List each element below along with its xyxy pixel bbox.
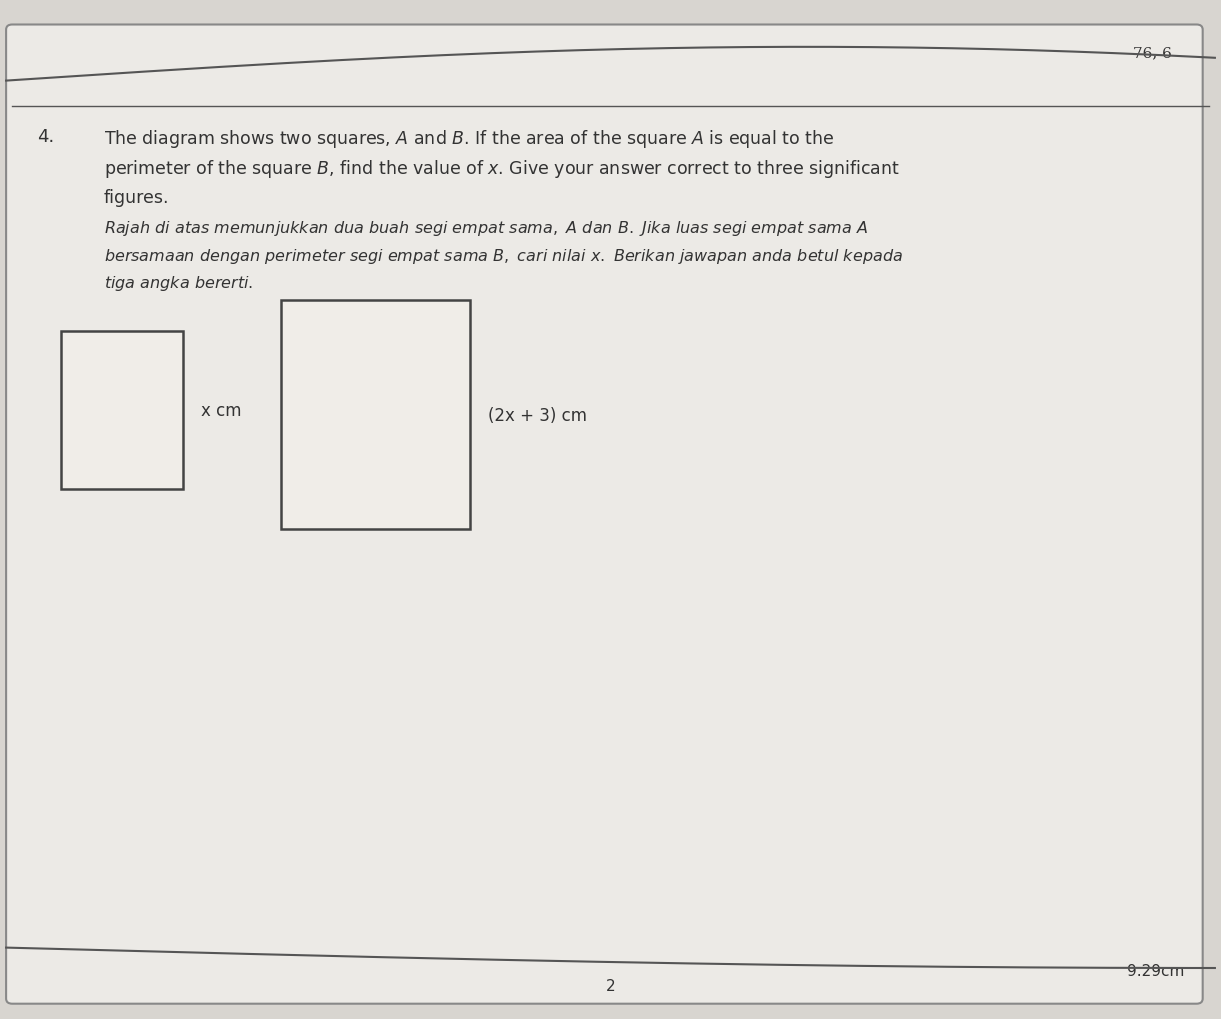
Text: The diagram shows two squares, $A$ and $B$. If the area of the square $A$ is equ: The diagram shows two squares, $A$ and $… xyxy=(104,127,834,150)
Text: perimeter of the square $B$, find the value of $x$. Give your answer correct to : perimeter of the square $B$, find the va… xyxy=(104,158,900,180)
FancyBboxPatch shape xyxy=(6,25,1203,1004)
Text: figures.: figures. xyxy=(104,189,170,207)
Text: 2: 2 xyxy=(606,978,615,994)
Text: 76, 6: 76, 6 xyxy=(1133,46,1172,60)
Text: x cm: x cm xyxy=(201,401,242,419)
Text: (2x + 3) cm: (2x + 3) cm xyxy=(488,407,587,424)
Text: $bersamaan\ dengan\ perimeter\ segi\ empat\ sama\ B,\ cari\ nilai\ x.\ Berikan\ : $bersamaan\ dengan\ perimeter\ segi\ emp… xyxy=(104,247,902,266)
Bar xyxy=(61,331,183,489)
Text: 9.29cm: 9.29cm xyxy=(1127,963,1184,978)
Bar xyxy=(281,301,470,530)
Text: A: A xyxy=(106,401,118,419)
Text: 4.: 4. xyxy=(37,127,54,146)
Text: $tiga\ angka\ bererti.$: $tiga\ angka\ bererti.$ xyxy=(104,274,253,293)
Text: $Rajah\ di\ atas\ memunjukkan\ dua\ buah\ segi\ empat\ sama,\ A\ dan\ B.\ Jika\ : $Rajah\ di\ atas\ memunjukkan\ dua\ buah… xyxy=(104,219,868,238)
Text: B: B xyxy=(360,407,372,424)
